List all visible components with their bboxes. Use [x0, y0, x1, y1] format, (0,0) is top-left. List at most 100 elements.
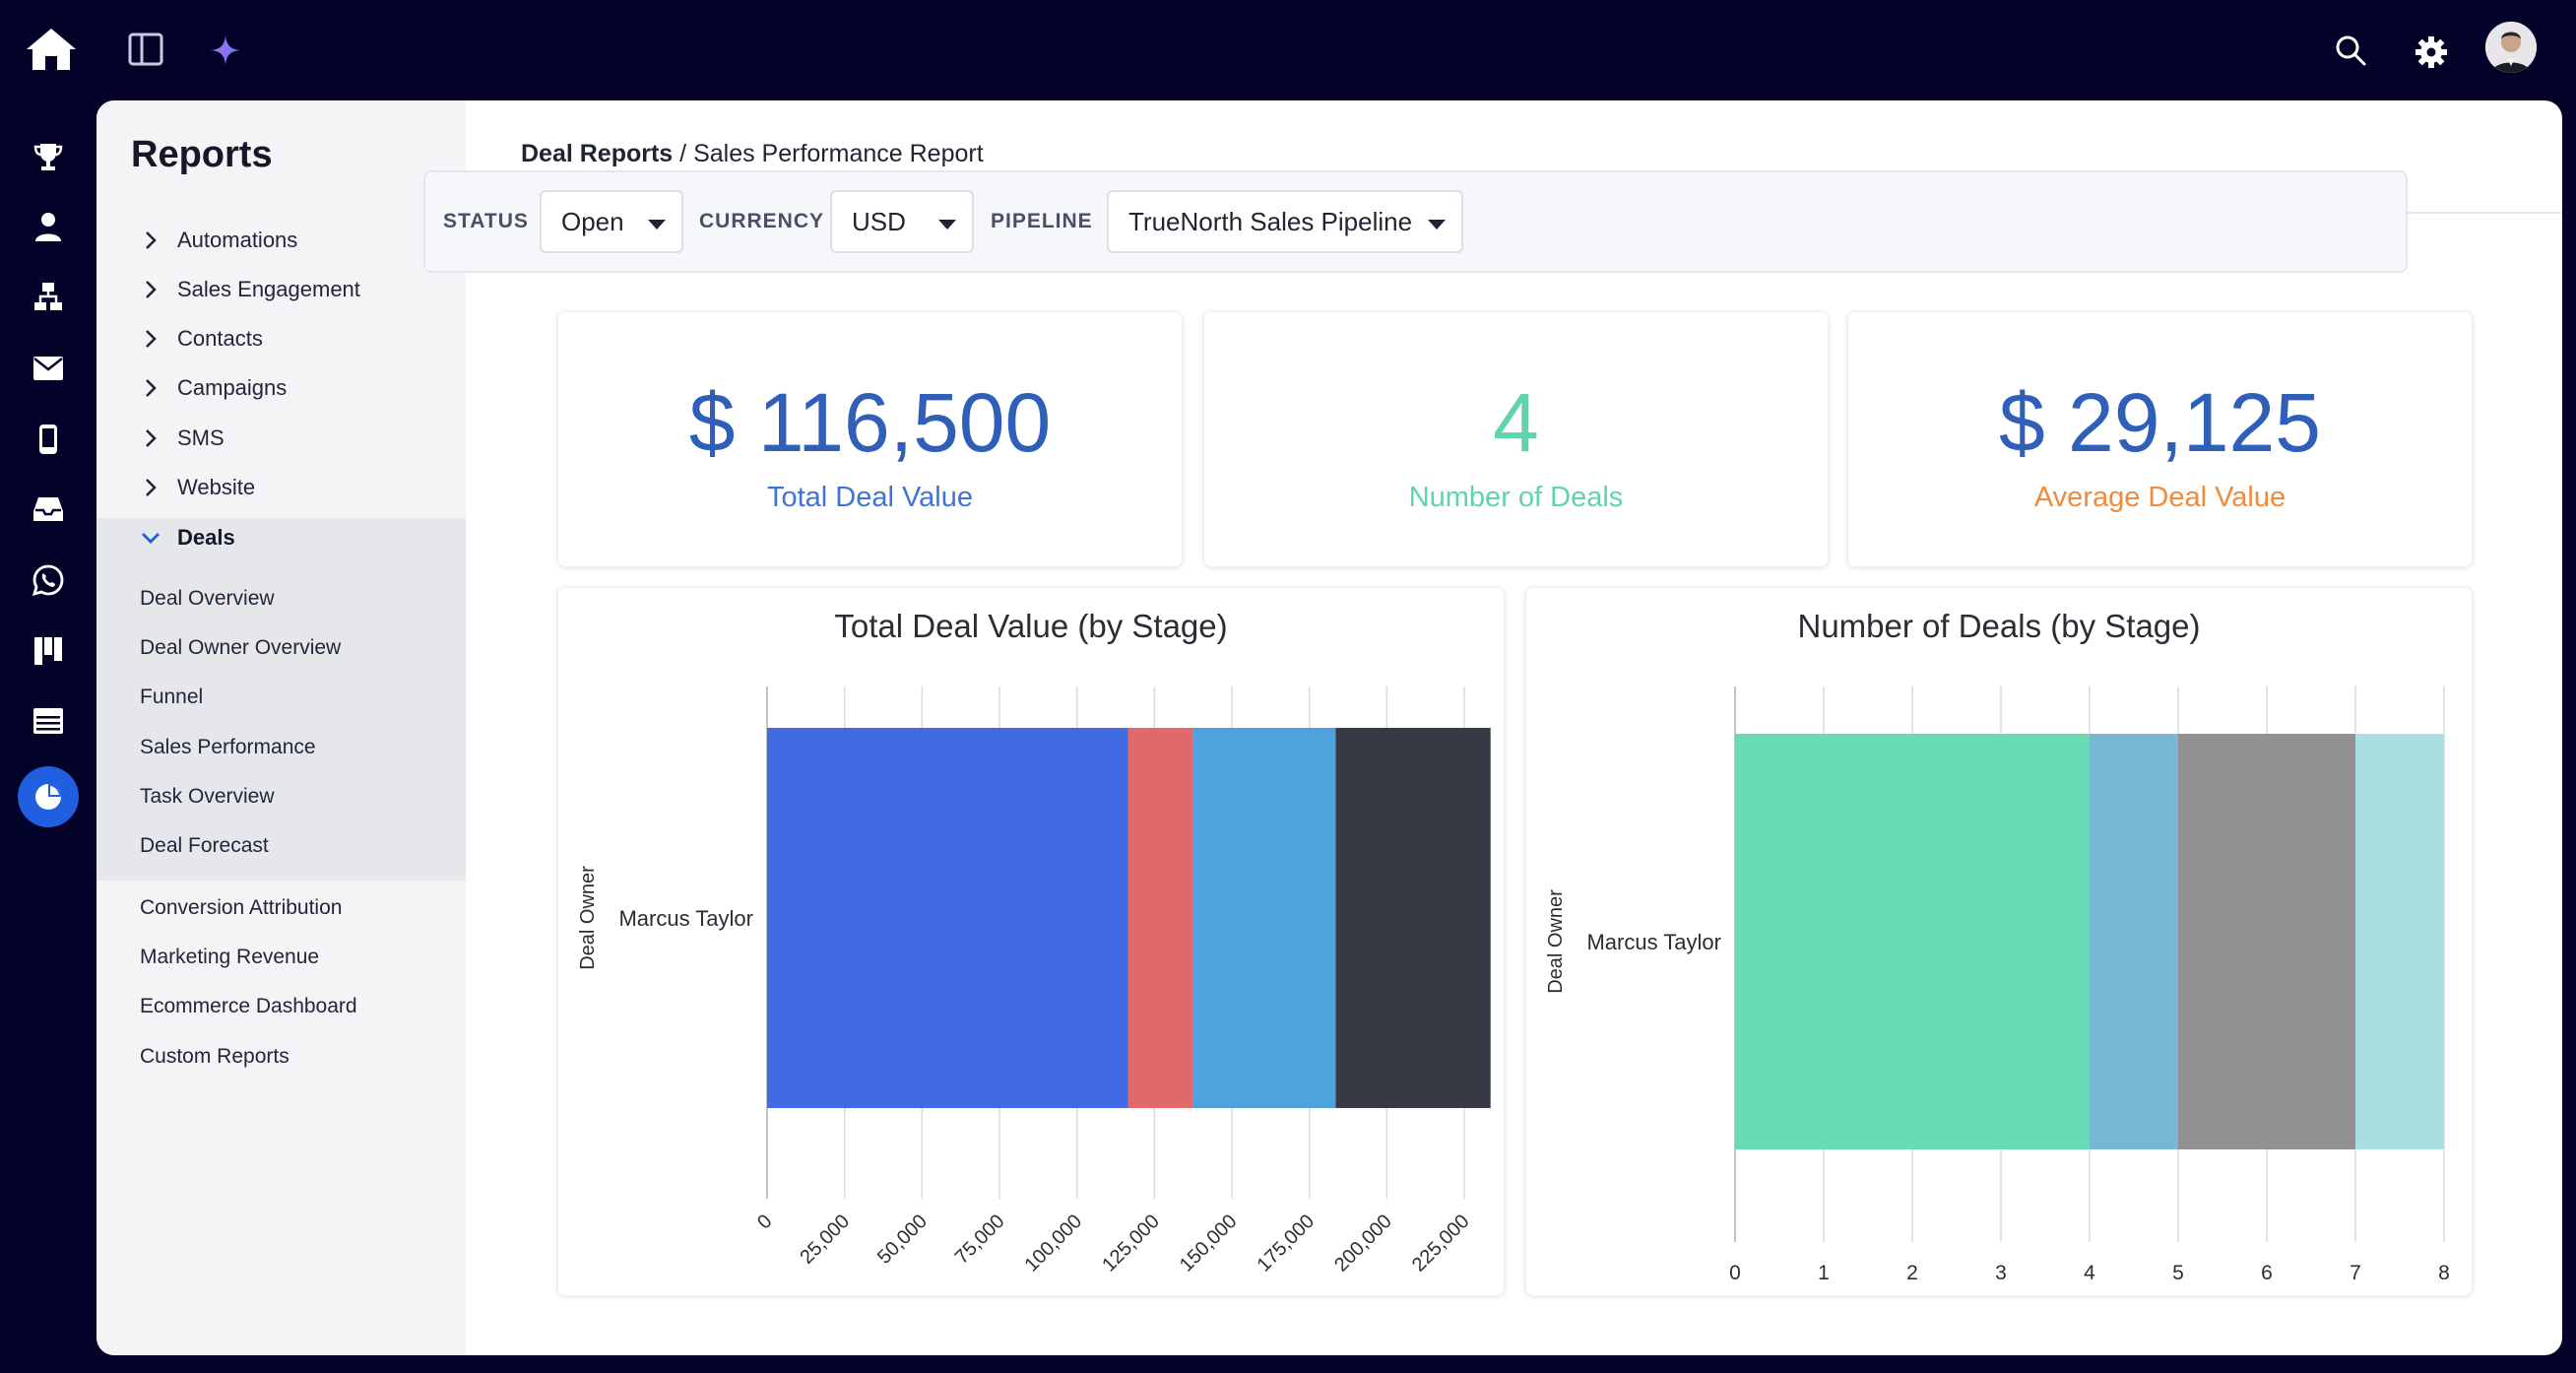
chevron-down-icon [136, 531, 165, 545]
x-tick-label: 50,000 [873, 1210, 932, 1269]
sidebar-subitem-deal-owner-overview[interactable]: Deal Owner Overview [140, 636, 342, 659]
x-tick-label: 200,000 [1330, 1210, 1396, 1276]
deals-group: Deals Deal Overview Deal Owner Overview … [97, 518, 466, 881]
x-tick-label: 100,000 [1021, 1210, 1087, 1276]
x-tick-label: 25,000 [796, 1210, 854, 1269]
sidebar-item-label: Campaigns [177, 375, 288, 400]
sidebar-item-label: Contacts [177, 326, 263, 351]
bar-segment [2178, 734, 2355, 1149]
chevron-right-icon [136, 378, 165, 398]
filter-bar: STATUS Open CURRENCY USD PIPELINE TrueNo… [423, 170, 2408, 273]
chevron-right-icon [136, 280, 165, 299]
x-tick-label: 4 [2084, 1262, 2095, 1284]
x-tick-label: 0 [1729, 1262, 1741, 1284]
inbox-icon[interactable] [18, 479, 79, 540]
bar-segment [2355, 734, 2444, 1149]
kpi-number-of-deals: 4 Number of Deals [1203, 311, 1829, 567]
chart-total-deal-value: Total Deal Value (by Stage) 0 25,000 50,00… [557, 587, 1505, 1296]
hierarchy-icon[interactable] [18, 266, 79, 327]
currency-label: CURRENCY [699, 210, 825, 232]
sidebar-subitem-funnel[interactable]: Funnel [140, 686, 204, 708]
bar-segment [1192, 728, 1336, 1108]
sidebar-item-sales-engagement[interactable]: Sales Engagement [136, 270, 360, 309]
sidebar-subitem-task-overview[interactable]: Task Overview [140, 785, 275, 808]
bar-segment [1735, 734, 2090, 1149]
trophy-icon[interactable] [18, 126, 79, 187]
breadcrumb-parent-link[interactable]: Deal Reports [521, 140, 674, 167]
currency-select[interactable]: USD [830, 190, 974, 253]
sidebar-item-deals[interactable]: Deals [136, 518, 235, 557]
y-axis-label: Deal Owner [1545, 889, 1567, 994]
gear-icon[interactable] [2407, 28, 2456, 77]
sidebar-item-marketing-revenue[interactable]: Marketing Revenue [140, 946, 320, 968]
search-icon[interactable] [2328, 28, 2373, 73]
pie-chart-icon[interactable] [18, 766, 79, 827]
pipeline-select[interactable]: TrueNorth Sales Pipeline [1107, 190, 1463, 253]
chart-title: Number of Deals (by Stage) [1797, 608, 2201, 644]
x-tick-label: 2 [1906, 1262, 1918, 1284]
sidebar-item-custom-reports[interactable]: Custom Reports [140, 1045, 290, 1068]
sparkle-icon[interactable] [203, 28, 248, 73]
sidebar-item-label: Automations [177, 228, 298, 252]
kpi-label: Average Deal Value [2033, 482, 2286, 513]
panel-toggle-icon[interactable] [122, 28, 169, 71]
x-tick-label: 0 [753, 1210, 776, 1233]
sidebar-item-conversion-attribution[interactable]: Conversion Attribution [140, 896, 343, 919]
y-category-label: Marcus Taylor [1586, 930, 1721, 954]
sidebar-item-campaigns[interactable]: Campaigns [136, 368, 287, 408]
x-tick-label: 1 [1818, 1262, 1830, 1284]
x-tick-label: 5 [2172, 1262, 2184, 1284]
chart-plot: 0 25,000 50,000 75,000 100,000 125,000 150,000… [577, 686, 1491, 1276]
status-select[interactable]: Open [540, 190, 683, 253]
bar-segment [1335, 728, 1491, 1108]
sidebar-item-label: Website [177, 475, 256, 499]
bar-segment [767, 728, 1128, 1108]
kanban-icon[interactable] [18, 621, 79, 682]
breadcrumb: Deal Reports / Sales Performance Report [521, 140, 984, 168]
chevron-right-icon [136, 478, 165, 497]
sidebar-subitem-deal-forecast[interactable]: Deal Forecast [140, 834, 269, 857]
sidebar-subitem-sales-performance[interactable]: Sales Performance [140, 736, 316, 758]
x-tick-label: 7 [2350, 1262, 2361, 1284]
breadcrumb-separator: / [673, 140, 694, 167]
mail-icon[interactable] [18, 338, 79, 399]
bar-segment [2090, 734, 2178, 1149]
x-tick-label: 6 [2261, 1262, 2273, 1284]
whatsapp-icon[interactable] [18, 550, 79, 611]
currency-value: USD [852, 206, 906, 236]
sidebar-item-ecommerce-dashboard[interactable]: Ecommerce Dashboard [140, 995, 357, 1017]
x-tick-label: 150,000 [1176, 1210, 1242, 1276]
reports-sidebar: Reports Automations Sales Engagement Con… [97, 100, 466, 1355]
pipeline-label: PIPELINE [991, 210, 1093, 232]
sidebar-item-label: Deals [177, 525, 235, 550]
caret-down-icon [1428, 220, 1446, 229]
x-tick-label: 3 [1995, 1262, 2007, 1284]
sidebar-subitem-deal-overview[interactable]: Deal Overview [140, 587, 275, 610]
kpi-value: $ 116,500 [688, 376, 1052, 469]
chevron-right-icon [136, 230, 165, 250]
person-icon[interactable] [18, 196, 79, 257]
browser-icon[interactable] [18, 690, 79, 752]
app-rail [0, 98, 97, 1373]
x-tick-label: 175,000 [1254, 1210, 1320, 1276]
kpi-value: $ 29,125 [1999, 376, 2321, 469]
x-tick-label: 8 [2438, 1262, 2450, 1284]
chevron-right-icon [136, 428, 165, 448]
kpi-average-deal-value: $ 29,125 Average Deal Value [1847, 311, 2473, 567]
kpi-label: Total Deal Value [766, 482, 974, 513]
home-icon[interactable] [22, 22, 81, 77]
sidebar-title: Reports [131, 134, 273, 175]
chart-number-of-deals: Number of Deals (by Stage) 0 1 2 3 4 5 6 7 8 Marc… [1525, 587, 2473, 1296]
chevron-right-icon [136, 329, 165, 349]
mobile-icon[interactable] [18, 409, 79, 470]
sidebar-item-automations[interactable]: Automations [136, 221, 297, 260]
sidebar-item-website[interactable]: Website [136, 468, 255, 507]
x-tick-label: 225,000 [1408, 1210, 1474, 1276]
kpi-total-deal-value: $ 116,500 Total Deal Value [557, 311, 1183, 567]
kpi-label: Number of Deals [1408, 482, 1624, 513]
y-category-label: Marcus Taylor [618, 906, 753, 931]
sidebar-item-contacts[interactable]: Contacts [136, 319, 263, 359]
avatar[interactable] [2485, 22, 2537, 73]
sidebar-item-label: SMS [177, 425, 225, 450]
sidebar-item-sms[interactable]: SMS [136, 419, 225, 458]
